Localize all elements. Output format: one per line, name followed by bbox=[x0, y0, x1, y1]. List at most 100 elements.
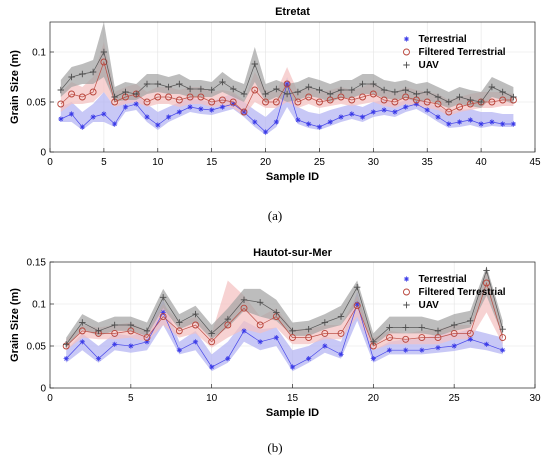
data-point-filtered-terrestrial bbox=[466, 329, 474, 337]
data-point-uav bbox=[337, 313, 345, 320]
y-tick-label: 0 bbox=[40, 148, 46, 159]
data-point-filtered-terrestrial bbox=[175, 96, 183, 104]
y-tick-label: 0.05 bbox=[27, 98, 47, 109]
data-point-uav bbox=[273, 309, 280, 316]
series-points-terrestrial bbox=[58, 81, 517, 135]
data-point-uav bbox=[386, 324, 393, 331]
data-point-filtered-terrestrial bbox=[208, 338, 216, 346]
data-point-uav bbox=[208, 86, 215, 94]
data-point-terrestrial bbox=[225, 356, 231, 362]
y-axis-label: Grain Size (m) bbox=[9, 50, 21, 124]
data-point-uav bbox=[143, 327, 151, 335]
data-point-uav bbox=[197, 85, 205, 93]
data-point-filtered-terrestrial bbox=[159, 313, 167, 321]
legend-label-filtered-terrestrial: Filtered Terrestrial bbox=[418, 287, 505, 298]
y-axis-label: Grain Size (m) bbox=[9, 288, 21, 362]
data-point-filtered-terrestrial bbox=[488, 98, 496, 106]
data-point-filtered-terrestrial bbox=[353, 302, 361, 310]
chart-title: Hautot-sur-Mer bbox=[253, 247, 333, 259]
data-point-terrestrial bbox=[133, 101, 139, 107]
x-tick-label: 15 bbox=[287, 393, 299, 404]
band-terrestrial bbox=[66, 291, 503, 372]
x-tick-label: 25 bbox=[449, 393, 461, 404]
data-point-terrestrial bbox=[483, 341, 490, 347]
data-point-uav bbox=[176, 80, 183, 88]
data-point-filtered-terrestrial bbox=[380, 96, 388, 104]
legend-marker-filtered-terrestrial bbox=[403, 288, 410, 296]
data-point-filtered-terrestrial bbox=[100, 58, 108, 66]
data-point-terrestrial bbox=[219, 104, 226, 110]
y-tick-label: 0.05 bbox=[27, 342, 47, 353]
data-point-uav bbox=[192, 310, 199, 318]
data-point-filtered-terrestrial bbox=[262, 98, 270, 106]
data-point-uav bbox=[219, 78, 226, 86]
data-point-uav bbox=[95, 327, 102, 335]
data-point-terrestrial bbox=[165, 114, 172, 120]
data-point-uav bbox=[424, 88, 431, 96]
data-point-uav bbox=[402, 86, 409, 94]
data-point-uav bbox=[467, 317, 474, 324]
data-point-filtered-terrestrial bbox=[68, 90, 76, 98]
data-point-filtered-terrestrial bbox=[78, 93, 86, 101]
data-point-uav bbox=[348, 86, 355, 94]
data-point-terrestrial bbox=[403, 104, 409, 110]
band-terrestrial bbox=[60, 77, 514, 135]
series-points-uav bbox=[57, 48, 517, 106]
x-tick-label: 25 bbox=[314, 157, 326, 168]
y-tick-label: 0 bbox=[40, 384, 46, 395]
data-point-uav bbox=[100, 48, 108, 56]
data-point-uav bbox=[256, 299, 264, 306]
legend-label-uav: UAV bbox=[418, 60, 439, 71]
data-point-terrestrial bbox=[68, 111, 75, 117]
data-point-filtered-terrestrial bbox=[456, 103, 464, 111]
data-point-filtered-terrestrial bbox=[272, 98, 280, 106]
data-point-filtered-terrestrial bbox=[434, 334, 442, 342]
data-point-terrestrial bbox=[101, 111, 107, 117]
data-point-terrestrial bbox=[424, 107, 430, 113]
data-point-uav bbox=[79, 70, 86, 78]
data-point-uav bbox=[208, 330, 215, 337]
data-point-uav bbox=[450, 321, 458, 329]
data-point-uav bbox=[327, 90, 334, 98]
data-point-uav bbox=[79, 319, 86, 326]
data-point-uav bbox=[186, 85, 194, 93]
data-point-uav bbox=[391, 88, 399, 96]
data-point-uav bbox=[122, 88, 129, 96]
data-point-uav bbox=[488, 83, 496, 91]
data-point-uav bbox=[224, 315, 232, 323]
data-point-filtered-terrestrial bbox=[229, 98, 237, 106]
data-point-uav bbox=[499, 326, 506, 333]
data-point-uav bbox=[289, 327, 296, 335]
data-point-terrestrial bbox=[230, 101, 236, 107]
data-point-uav bbox=[305, 83, 312, 91]
data-point-filtered-terrestrial bbox=[434, 100, 442, 108]
data-point-uav bbox=[57, 86, 64, 94]
data-point-filtered-terrestrial bbox=[143, 334, 151, 342]
data-point-uav bbox=[467, 96, 474, 104]
series-line-filtered-terrestrial bbox=[65, 281, 504, 347]
data-point-uav bbox=[434, 327, 442, 335]
x-tick-label: 5 bbox=[128, 393, 134, 404]
x-axis-label: Sample ID bbox=[266, 407, 319, 419]
data-point-uav bbox=[305, 326, 312, 333]
data-point-uav bbox=[143, 80, 151, 88]
x-axis-label: Sample ID bbox=[266, 171, 319, 183]
data-point-filtered-terrestrial bbox=[218, 96, 226, 104]
data-point-terrestrial bbox=[456, 119, 463, 125]
data-point-uav bbox=[240, 90, 248, 98]
data-point-terrestrial bbox=[176, 347, 182, 353]
data-point-terrestrial bbox=[160, 309, 166, 315]
x-tick-label: 5 bbox=[101, 157, 107, 168]
data-point-terrestrial bbox=[144, 114, 150, 120]
data-point-uav bbox=[68, 73, 75, 81]
data-point-filtered-terrestrial bbox=[321, 329, 329, 337]
legend-marker-terrestrial bbox=[403, 36, 410, 42]
legend-marker-uav bbox=[403, 301, 410, 309]
data-point-terrestrial bbox=[155, 122, 161, 128]
legend-marker-uav bbox=[403, 61, 410, 69]
data-point-uav bbox=[316, 86, 323, 94]
data-point-terrestrial bbox=[257, 339, 263, 345]
x-tick-label: 30 bbox=[368, 157, 380, 168]
legend-item-terrestrial: Terrestrial bbox=[403, 274, 467, 285]
